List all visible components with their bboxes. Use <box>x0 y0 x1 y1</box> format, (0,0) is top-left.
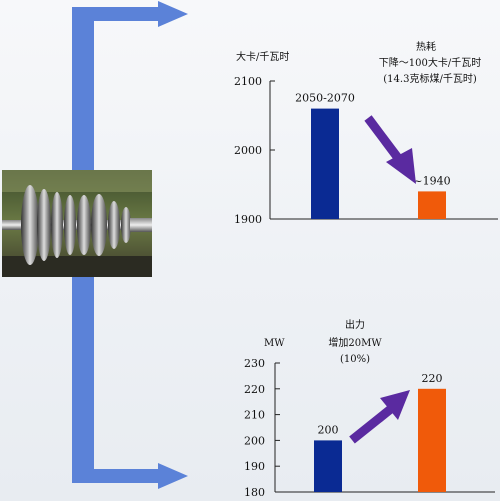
output-bar-1 <box>314 440 342 492</box>
output-value-label-2: 220 <box>422 372 443 385</box>
heat-rate-value-label-1: 2050-2070 <box>295 92 355 105</box>
output-y-tick-label: 210 <box>244 409 265 422</box>
output-chart: MW 出力 增加20MW (10%) 180 190 200 210 220 230 20… <box>244 318 495 499</box>
heat-rate-y-tick-label: 1900 <box>234 213 262 226</box>
trend-arrow-icon <box>364 115 416 184</box>
heat-rate-axes: 1900 2000 2100 <box>234 75 498 226</box>
output-y-tick-label: 200 <box>244 434 265 447</box>
heat-rate-value-labels: 2050-2070 ~1940 <box>295 92 450 188</box>
output-value-label-1: 200 <box>318 423 339 436</box>
heat-rate-annotation-line2: (14.3克标煤/千瓦时) <box>383 72 477 85</box>
output-annotation-line2: (10%) <box>340 354 370 365</box>
turbine-rotor-image <box>2 170 152 277</box>
heat-rate-title: 热耗 <box>416 40 436 53</box>
output-y-unit: MW <box>264 338 285 349</box>
heat-rate-y-unit: 大卡/千瓦时 <box>236 50 289 63</box>
heat-rate-bar-1 <box>311 108 339 219</box>
heat-rate-annotation-line1: 下降～100大卡/千瓦时 <box>379 56 481 69</box>
heat-rate-y-tick-label: 2000 <box>234 144 262 157</box>
heat-rate-bars <box>311 108 446 219</box>
output-y-tick-label: 220 <box>244 383 265 396</box>
trend-arrow-icon <box>349 390 410 444</box>
output-y-tick-label: 190 <box>244 460 265 473</box>
output-axes: 180 190 200 210 220 230 <box>244 357 495 499</box>
output-y-tick-label: 180 <box>244 486 265 499</box>
output-title: 出力 <box>345 318 365 331</box>
heat-rate-value-label-2: ~1940 <box>413 174 450 187</box>
heat-rate-chart: 大卡/千瓦时 热耗 下降～100大卡/千瓦时 (14.3克标煤/千瓦时) 190… <box>234 40 498 226</box>
heat-rate-y-tick-label: 2100 <box>234 75 262 88</box>
output-bar-2 <box>418 388 446 492</box>
output-y-tick-label: 230 <box>244 357 265 370</box>
output-annotation-line1: 增加20MW <box>328 336 382 349</box>
output-bars <box>314 388 446 492</box>
heat-rate-bar-2 <box>418 191 446 219</box>
output-value-labels: 200 220 <box>318 372 443 437</box>
